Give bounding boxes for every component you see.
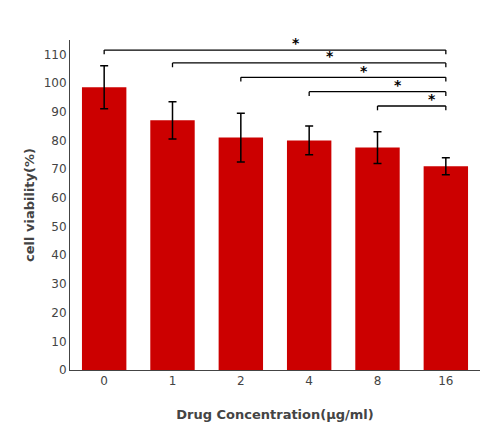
svg-text:*: * — [428, 91, 436, 107]
svg-text:0: 0 — [100, 374, 108, 388]
svg-text:Drug Concentration(μg/ml): Drug Concentration(μg/ml) — [176, 407, 374, 422]
svg-text:*: * — [394, 77, 402, 93]
svg-text:60: 60 — [51, 191, 66, 205]
svg-text:100: 100 — [44, 76, 67, 90]
svg-text:16: 16 — [438, 374, 453, 388]
svg-text:40: 40 — [51, 248, 66, 262]
svg-text:80: 80 — [51, 134, 66, 148]
svg-text:8: 8 — [374, 374, 382, 388]
svg-text:30: 30 — [51, 277, 66, 291]
svg-text:cell viability(%): cell viability(%) — [22, 148, 37, 262]
svg-text:*: * — [360, 63, 368, 79]
svg-text:4: 4 — [305, 374, 313, 388]
svg-text:2: 2 — [237, 374, 245, 388]
svg-text:50: 50 — [51, 220, 66, 234]
svg-text:1: 1 — [169, 374, 177, 388]
svg-text:10: 10 — [51, 335, 66, 349]
svg-text:0: 0 — [59, 363, 67, 377]
svg-text:*: * — [292, 35, 300, 51]
svg-text:90: 90 — [51, 105, 66, 119]
svg-text:70: 70 — [51, 162, 66, 176]
svg-text:110: 110 — [44, 48, 67, 62]
svg-text:*: * — [326, 48, 334, 64]
svg-text:20: 20 — [51, 306, 66, 320]
